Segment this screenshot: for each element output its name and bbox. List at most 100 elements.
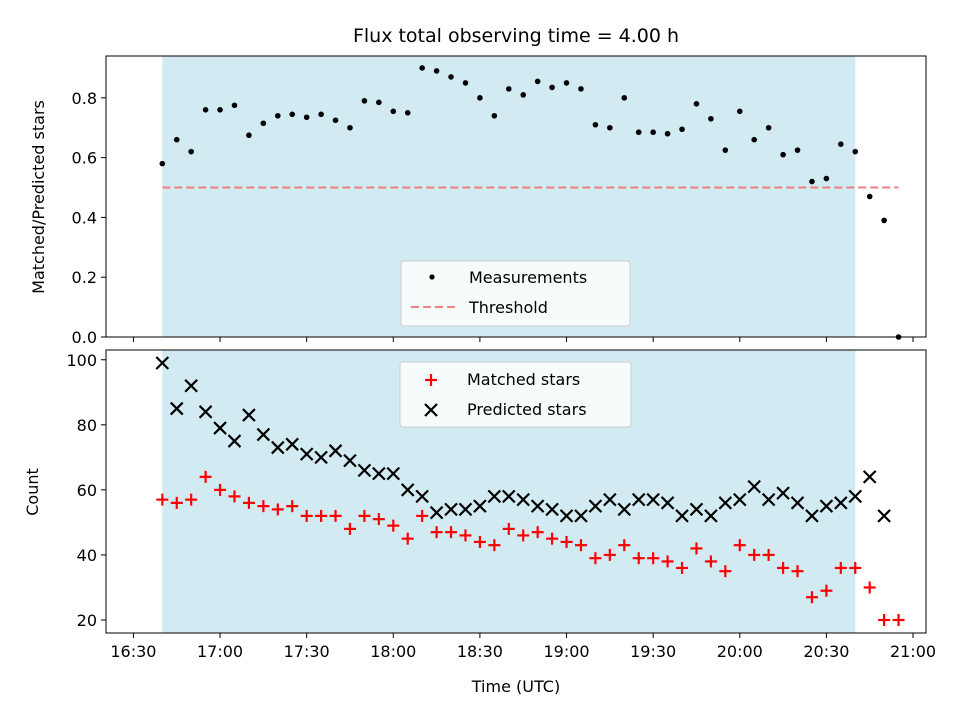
measurement-point xyxy=(347,124,353,131)
matched-star-point xyxy=(387,519,400,532)
matched-star-point xyxy=(214,483,227,496)
predicted-star-point xyxy=(271,440,285,455)
matched-star-point xyxy=(777,561,790,574)
predicted-star-point xyxy=(660,496,675,510)
bottom-y-tick-label: 20 xyxy=(77,611,97,630)
measurement-point xyxy=(274,112,281,119)
matched-star-point xyxy=(271,503,284,516)
predicted-star-point xyxy=(314,450,328,465)
measurement-point xyxy=(491,112,498,119)
legend-predicted-label: Predicted stars xyxy=(467,400,587,419)
matched-star-point xyxy=(358,509,371,522)
predicted-star-point xyxy=(299,447,314,461)
predicted-star-point xyxy=(386,466,401,481)
matched-star-point xyxy=(502,522,515,535)
matched-star-point xyxy=(416,509,429,522)
matched-star-point xyxy=(849,561,862,574)
x-tick-label: 19:00 xyxy=(543,642,589,661)
x-tick-label: 19:30 xyxy=(630,642,676,661)
measurement-point xyxy=(708,115,714,122)
matched-star-point xyxy=(372,513,385,526)
matched-star-point xyxy=(286,500,299,513)
measurement-point xyxy=(881,217,887,224)
measurement-point xyxy=(736,108,743,115)
predicted-star-point xyxy=(704,509,718,523)
x-tick-label: 17:30 xyxy=(284,642,330,661)
top-plot-marks xyxy=(159,65,902,340)
measurement-point xyxy=(462,80,469,86)
predicted-star-point xyxy=(372,466,386,481)
top-x-ticks xyxy=(132,337,914,342)
matched-star-point xyxy=(719,565,732,578)
measurement-point xyxy=(173,136,180,143)
measurement-point xyxy=(419,65,425,71)
predicted-star-point xyxy=(285,437,300,452)
matched-star-point xyxy=(762,548,775,561)
matched-star-point xyxy=(661,555,674,568)
matched-star-point xyxy=(690,542,703,555)
matched-star-point xyxy=(170,496,183,509)
predicted-star-point xyxy=(848,489,863,504)
predicted-star-point xyxy=(155,356,170,370)
measurement-point xyxy=(505,86,512,92)
predicted-star-point xyxy=(242,408,256,422)
matched-star-point xyxy=(820,584,833,597)
predicted-star-point xyxy=(400,483,415,497)
predicted-star-point xyxy=(444,502,458,517)
measurement-point xyxy=(592,121,599,128)
predicted-star-point xyxy=(487,489,502,504)
predicted-star-point xyxy=(675,509,689,523)
bottom-plot-marks xyxy=(155,356,905,626)
predicted-star-point xyxy=(776,486,790,500)
predicted-star-point xyxy=(603,492,617,507)
measurement-point xyxy=(578,86,584,92)
matched-star-point xyxy=(257,500,270,513)
measurement-point xyxy=(390,108,397,115)
measurement-point xyxy=(650,129,656,136)
predicted-star-point xyxy=(213,421,227,435)
matched-star-point xyxy=(560,535,573,548)
matched-star-point xyxy=(546,532,559,545)
measurement-point xyxy=(159,160,166,167)
legend-threshold-label: Threshold xyxy=(468,298,548,317)
bottom-y-tick-label: 100 xyxy=(66,351,97,370)
predicted-star-point xyxy=(631,492,646,507)
predicted-star-point xyxy=(415,489,429,504)
top-legend: Measurements Threshold xyxy=(400,260,631,327)
x-tick-label: 18:30 xyxy=(457,642,503,661)
legend-matched-label: Matched stars xyxy=(467,370,580,389)
legend-predicted-marker xyxy=(424,403,438,417)
matched-star-point xyxy=(603,548,616,561)
matched-star-point xyxy=(647,552,660,565)
measurement-point xyxy=(780,151,786,158)
predicted-star-point xyxy=(473,499,487,513)
predicted-star-point xyxy=(169,401,184,416)
matched-star-point xyxy=(199,470,212,483)
predicted-star-point xyxy=(819,499,834,513)
matched-star-point xyxy=(589,552,602,565)
measurement-point xyxy=(866,193,873,200)
measurement-point xyxy=(852,148,859,155)
matched-star-point xyxy=(531,526,544,539)
top-y-ticks: 0.0 0.2 0.4 0.6 0.8 xyxy=(72,89,106,347)
bottom-y-ticks: 20 40 60 80 100 xyxy=(66,351,106,630)
measurement-point xyxy=(794,147,801,153)
predicted-star-point xyxy=(516,492,530,507)
x-tick-label: 17:00 xyxy=(197,642,243,661)
matched-star-point xyxy=(676,561,689,574)
bottom-axes-frame xyxy=(105,349,927,634)
chart-title: Flux total observing time = 4.00 h xyxy=(353,25,679,47)
predicted-star-point xyxy=(530,499,545,513)
matched-star-point xyxy=(632,552,645,565)
measurement-point xyxy=(404,109,411,116)
predicted-star-point xyxy=(718,496,733,510)
top-legend-box xyxy=(400,260,631,327)
legend-measurements-label: Measurements xyxy=(469,268,587,287)
matched-star-point xyxy=(574,539,587,552)
predicted-star-point xyxy=(747,479,761,494)
measurement-point xyxy=(722,147,729,153)
bottom-legend-box xyxy=(399,361,632,428)
measurement-point xyxy=(679,126,685,133)
predicted-star-point xyxy=(574,509,588,523)
